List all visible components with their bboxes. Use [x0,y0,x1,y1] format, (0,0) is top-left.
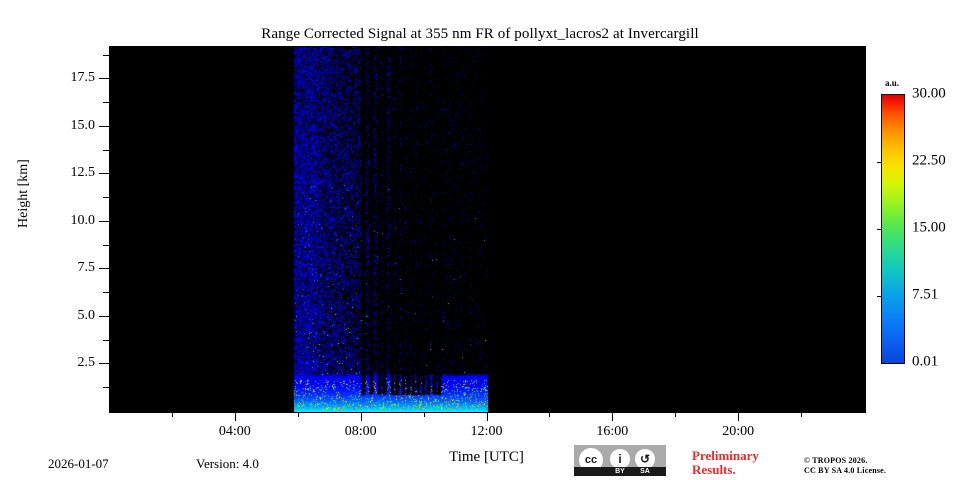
y-axis-tick-label: 2.5 [77,355,96,371]
copyright-line-1: © TROPOS 2026. [804,456,868,465]
colorbar-tick [877,229,882,231]
cc-license-badge[interactable]: cc i ↺ BY SA [574,445,666,476]
y-axis-minor-tick [103,149,109,151]
x-axis-tick [612,412,614,421]
cc-sa-icon: ↺ [635,449,655,469]
colorbar-tick-label: 30.00 [912,85,946,102]
y-axis-tick-label: 15.0 [70,117,96,133]
x-axis-tick [234,412,236,421]
y-axis-tick-label: 12.5 [70,165,96,181]
y-axis-tick [99,78,109,80]
x-axis-minor-tick [549,412,551,417]
copyright-line-2: CC BY SA 4.0 License. [804,466,887,475]
cc-sa-caption: SA [640,468,650,475]
y-axis-tick [99,125,109,127]
colorbar-tick-label: 22.50 [912,152,946,169]
y-axis-minor-tick [103,292,109,294]
colorbar-tick-label: 0.01 [912,353,939,370]
colorbar-tick [877,162,882,164]
x-axis-minor-tick [675,412,677,417]
colorbar-tick-label: 15.00 [912,219,946,236]
y-axis-minor-tick [103,339,109,341]
footer-version: Version: 4.0 [196,456,259,471]
y-axis: 2.5 5.0 7.5 10.0 12.5 15.0 17.5 [0,0,109,480]
cc-badge-bar [574,467,666,476]
colorbar-tick [877,295,882,297]
page-title: Range Corrected Signal at 355 nm FR of p… [261,26,699,42]
x-axis-tick-label: 20:00 [722,424,755,439]
cc-by-icon: i [610,449,630,469]
x-axis-tick-label: 12:00 [470,424,503,439]
colorbar[interactable] [877,94,905,364]
plot-area[interactable] [109,46,866,413]
heatmap-canvas[interactable] [110,47,865,412]
x-axis-tick-label: 08:00 [344,424,377,439]
x-axis-minor-tick [801,412,803,417]
x-axis-tick-label: 04:00 [218,424,251,439]
y-axis-minor-tick [103,102,109,104]
x-axis-tick [738,412,740,421]
x-axis: 04:00 08:00 12:00 16:00 20:00 [0,412,960,452]
y-axis-tick-label: 17.5 [70,70,96,86]
y-axis-minor-tick [103,244,109,246]
cc-by-caption: BY [615,468,625,475]
colorbar-gradient [882,95,904,363]
x-axis-tick [360,412,362,421]
footer-date: 2026-01-07 [48,456,109,471]
y-axis-tick [99,220,109,222]
preliminary-line-1: Preliminary [692,448,759,463]
colorbar-tick-label: 7.51 [912,286,939,303]
x-axis-tick [486,412,488,421]
y-axis-tick [99,363,109,365]
y-axis-tick-label: 5.0 [77,307,96,323]
x-axis-minor-tick [297,412,299,417]
y-axis-tick [99,315,109,317]
y-axis-minor-tick [103,54,109,56]
x-axis-tick-label: 16:00 [596,424,629,439]
x-axis-minor-tick [423,412,425,417]
preliminary-results-note: Preliminary Results. [692,449,759,477]
y-axis-minor-tick [103,197,109,199]
copyright-note: © TROPOS 2026. CC BY SA 4.0 License. [804,456,886,476]
colorbar-unit-label: a.u. [884,78,899,88]
y-axis-minor-tick [103,387,109,389]
y-axis-tick [99,268,109,270]
y-axis-tick-label: 7.5 [77,260,96,276]
x-axis-minor-tick [171,412,173,417]
y-axis-tick [99,173,109,175]
preliminary-line-2: Results. [692,462,736,477]
x-axis-title: Time [UTC] [449,449,524,465]
y-axis-tick-label: 10.0 [70,212,96,228]
